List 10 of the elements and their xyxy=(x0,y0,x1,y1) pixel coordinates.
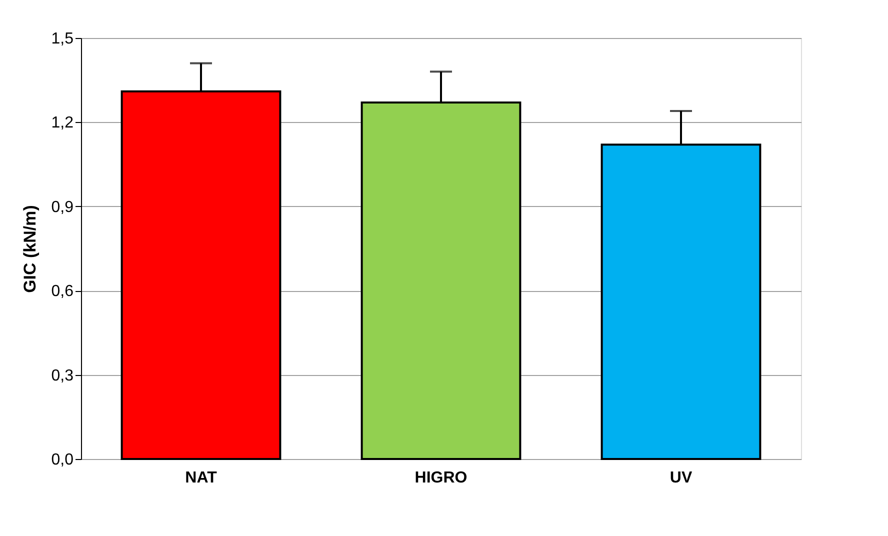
y-tick-label: 0,9 xyxy=(51,198,74,216)
y-tick-label: 1,2 xyxy=(51,114,74,132)
x-tick-label: NAT xyxy=(185,470,218,486)
y-tick-label: 0,6 xyxy=(51,283,74,300)
y-tick-label: 0,0 xyxy=(51,452,74,468)
y-tick-label: 1,5 xyxy=(51,30,74,48)
y-tick-label: 0,3 xyxy=(51,367,74,384)
y-axis-title: GIC (kN/m) xyxy=(20,205,40,293)
x-tick-label: HIGRO xyxy=(414,470,468,486)
x-tick-label: UV xyxy=(670,470,692,486)
